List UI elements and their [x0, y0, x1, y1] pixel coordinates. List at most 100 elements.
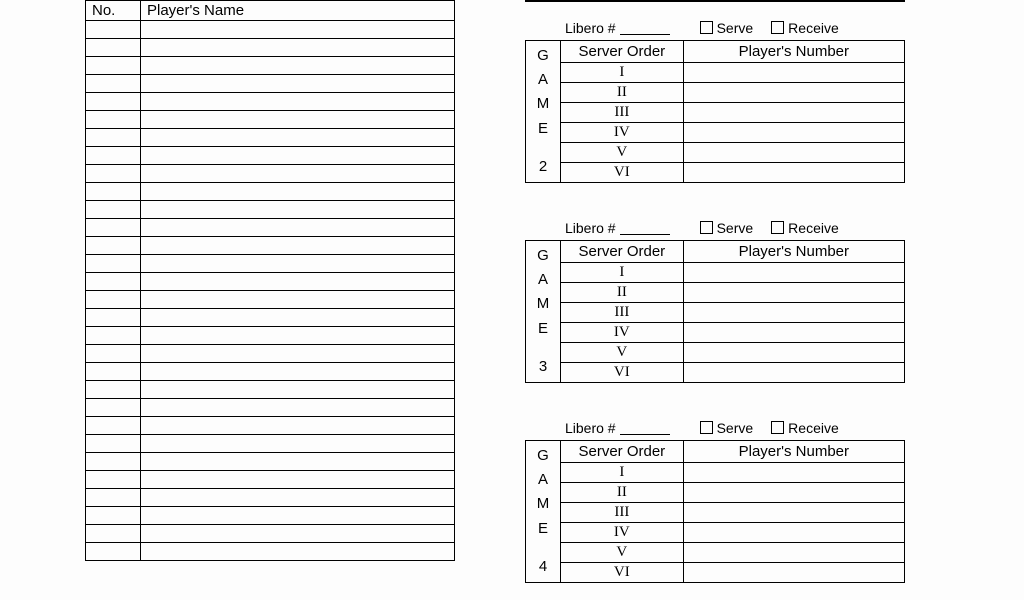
roster-cell-no[interactable]	[86, 363, 141, 381]
roster-cell-no[interactable]	[86, 183, 141, 201]
server-order-cell: I	[561, 463, 684, 483]
roster-cell-name[interactable]	[141, 255, 455, 273]
player-number-header: Player's Number	[683, 41, 904, 63]
roster-row	[86, 327, 455, 345]
roster-cell-no[interactable]	[86, 489, 141, 507]
roster-cell-name[interactable]	[141, 57, 455, 75]
roster-cell-name[interactable]	[141, 183, 455, 201]
player-number-cell[interactable]	[683, 563, 904, 583]
roster-cell-name[interactable]	[141, 327, 455, 345]
roster-cell-no[interactable]	[86, 453, 141, 471]
roster-cell-name[interactable]	[141, 273, 455, 291]
player-number-cell[interactable]	[683, 463, 904, 483]
roster-cell-no[interactable]	[86, 507, 141, 525]
lineup-table: Server OrderPlayer's NumberIIIIIIIVVVI	[560, 440, 905, 583]
roster-cell-name[interactable]	[141, 399, 455, 417]
roster-cell-name[interactable]	[141, 471, 455, 489]
player-number-cell[interactable]	[683, 123, 904, 143]
roster-cell-no[interactable]	[86, 327, 141, 345]
receive-checkbox[interactable]	[771, 421, 784, 434]
player-number-cell[interactable]	[683, 83, 904, 103]
roster-cell-name[interactable]	[141, 489, 455, 507]
player-number-cell[interactable]	[683, 303, 904, 323]
roster-cell-no[interactable]	[86, 237, 141, 255]
roster-cell-name[interactable]	[141, 75, 455, 93]
roster-cell-no[interactable]	[86, 39, 141, 57]
roster-cell-no[interactable]	[86, 435, 141, 453]
roster-cell-name[interactable]	[141, 201, 455, 219]
roster-cell-name[interactable]	[141, 291, 455, 309]
roster-cell-name[interactable]	[141, 381, 455, 399]
roster-cell-no[interactable]	[86, 345, 141, 363]
roster-cell-name[interactable]	[141, 435, 455, 453]
roster-cell-name[interactable]	[141, 129, 455, 147]
roster-cell-no[interactable]	[86, 201, 141, 219]
serve-checkbox[interactable]	[700, 21, 713, 34]
serve-checkbox[interactable]	[700, 421, 713, 434]
player-number-cell[interactable]	[683, 163, 904, 183]
player-number-cell[interactable]	[683, 103, 904, 123]
player-number-cell[interactable]	[683, 523, 904, 543]
roster-cell-no[interactable]	[86, 471, 141, 489]
roster-row	[86, 543, 455, 561]
libero-input-line[interactable]	[620, 21, 670, 35]
lineup-header: Libero #ServeReceive	[525, 18, 905, 38]
roster-cell-no[interactable]	[86, 417, 141, 435]
roster-cell-name[interactable]	[141, 417, 455, 435]
roster-cell-no[interactable]	[86, 93, 141, 111]
roster-cell-name[interactable]	[141, 507, 455, 525]
roster-row	[86, 147, 455, 165]
roster-cell-name[interactable]	[141, 21, 455, 39]
roster-cell-name[interactable]	[141, 345, 455, 363]
roster-cell-no[interactable]	[86, 219, 141, 237]
roster-cell-no[interactable]	[86, 381, 141, 399]
roster-cell-no[interactable]	[86, 129, 141, 147]
roster-cell-name[interactable]	[141, 111, 455, 129]
game-letter: E	[538, 120, 548, 138]
roster-cell-name[interactable]	[141, 147, 455, 165]
serve-checkbox[interactable]	[700, 221, 713, 234]
player-number-cell[interactable]	[683, 263, 904, 283]
roster-cell-name[interactable]	[141, 363, 455, 381]
player-number-cell[interactable]	[683, 483, 904, 503]
receive-checkbox[interactable]	[771, 221, 784, 234]
roster-cell-no[interactable]	[86, 255, 141, 273]
player-number-cell[interactable]	[683, 63, 904, 83]
player-number-cell[interactable]	[683, 143, 904, 163]
roster-cell-no[interactable]	[86, 525, 141, 543]
game-letter: G	[537, 447, 549, 465]
player-number-cell[interactable]	[683, 343, 904, 363]
roster-cell-no[interactable]	[86, 309, 141, 327]
roster-cell-no[interactable]	[86, 399, 141, 417]
roster-cell-name[interactable]	[141, 543, 455, 561]
roster-cell-name[interactable]	[141, 39, 455, 57]
roster-cell-name[interactable]	[141, 309, 455, 327]
roster-cell-name[interactable]	[141, 219, 455, 237]
player-number-cell[interactable]	[683, 363, 904, 383]
roster-cell-no[interactable]	[86, 147, 141, 165]
libero-input-line[interactable]	[620, 221, 670, 235]
roster-row	[86, 417, 455, 435]
roster-cell-no[interactable]	[86, 291, 141, 309]
roster-cell-name[interactable]	[141, 237, 455, 255]
roster-cell-name[interactable]	[141, 93, 455, 111]
receive-checkbox[interactable]	[771, 21, 784, 34]
roster-cell-no[interactable]	[86, 273, 141, 291]
roster-cell-name[interactable]	[141, 525, 455, 543]
player-number-cell[interactable]	[683, 503, 904, 523]
roster-cell-no[interactable]	[86, 21, 141, 39]
roster-cell-name[interactable]	[141, 165, 455, 183]
game-label-column: GAME3	[525, 240, 560, 383]
player-number-cell[interactable]	[683, 323, 904, 343]
libero-input-line[interactable]	[620, 421, 670, 435]
roster-cell-no[interactable]	[86, 543, 141, 561]
roster-cell-no[interactable]	[86, 75, 141, 93]
server-order-cell: II	[561, 283, 684, 303]
roster-cell-no[interactable]	[86, 57, 141, 75]
player-number-cell[interactable]	[683, 543, 904, 563]
roster-cell-name[interactable]	[141, 453, 455, 471]
roster-cell-no[interactable]	[86, 111, 141, 129]
roster-cell-no[interactable]	[86, 165, 141, 183]
roster-row	[86, 237, 455, 255]
player-number-cell[interactable]	[683, 283, 904, 303]
